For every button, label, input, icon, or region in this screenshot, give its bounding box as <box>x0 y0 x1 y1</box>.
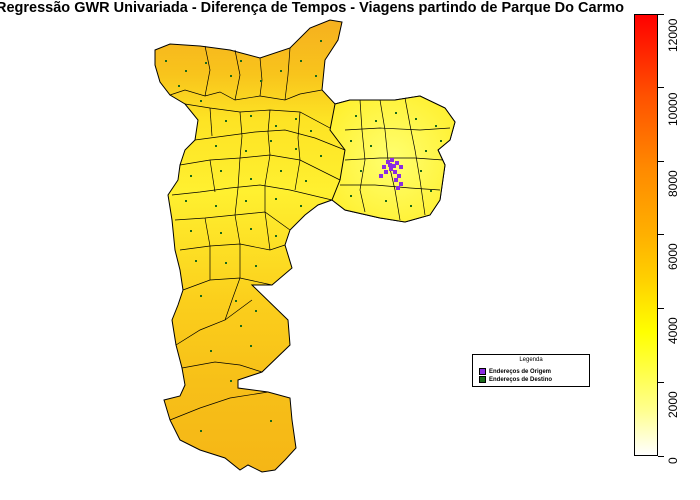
legend-item-destination: Endereços de Destino <box>479 376 552 383</box>
legend-box: Legenda Endereços de Origem Endereços de… <box>472 354 590 387</box>
colorbar-tick-label: 6000 <box>666 243 680 270</box>
destination-points <box>165 40 442 432</box>
colorbar-tick-label: 4000 <box>666 317 680 344</box>
legend-swatch-destination <box>479 376 486 383</box>
colorbar-tick <box>658 456 664 457</box>
legend-title: Legenda <box>519 357 543 363</box>
colorbar-tick <box>658 382 664 383</box>
origin-points <box>379 158 403 190</box>
legend-swatch-origin <box>479 368 486 375</box>
colorbar-tick-label: 10000 <box>666 92 680 126</box>
city-boundary <box>154 19 456 473</box>
colorbar-tick <box>658 234 664 235</box>
colorbar-tick-label: 2000 <box>666 391 680 418</box>
legend-item-origin: Endereços de Origem <box>479 368 551 375</box>
legend-label-origin: Endereços de Origem <box>489 368 552 375</box>
legend-label-destination: Endereços de Destino <box>489 376 553 383</box>
colorbar-tick <box>658 308 664 309</box>
district-boundaries <box>169 45 451 421</box>
colorbar-tick-label: 8000 <box>666 170 680 197</box>
colorbar <box>634 14 658 456</box>
map-title: Regressão GWR Univariada - Diferença de … <box>0 0 624 16</box>
colorbar-tick-label: 0 <box>666 457 680 464</box>
colorbar-tick <box>658 14 664 15</box>
colorbar-tick <box>658 87 664 88</box>
colorbar-tick-label: 12000 <box>666 18 680 52</box>
colorbar-tick <box>658 161 664 162</box>
